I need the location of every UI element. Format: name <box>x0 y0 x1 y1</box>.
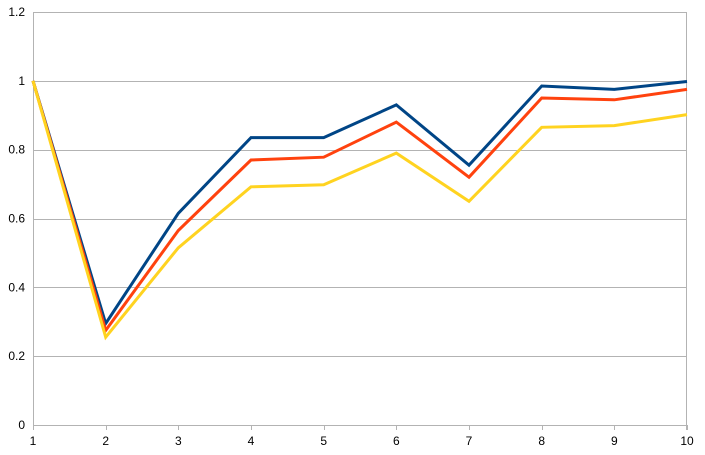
x-tick-label: 2 <box>102 434 109 448</box>
y-tick-label: 0.6 <box>8 212 25 226</box>
y-tick-label: 1 <box>18 74 25 88</box>
x-tick-label: 5 <box>320 434 327 448</box>
y-tick-label: 0.4 <box>8 280 25 294</box>
x-tick-label: 4 <box>248 434 255 448</box>
x-tick-label: 3 <box>175 434 182 448</box>
series-lines <box>31 80 688 341</box>
grid <box>33 12 687 426</box>
y-tick-label: 1.2 <box>8 5 25 19</box>
series-line-3 <box>31 80 688 341</box>
y-axis-tick-labels: 0 0.2 0.4 0.6 0.8 1 1.2 <box>8 5 25 432</box>
y-tick-label: 0 <box>18 418 25 432</box>
y-tick-label: 0.8 <box>8 143 25 157</box>
series-line-2 <box>31 80 688 334</box>
x-tick-label: 10 <box>680 434 694 448</box>
x-axis-tick-labels: 1 2 3 4 5 6 7 8 9 10 <box>30 434 694 448</box>
series-line-1 <box>31 80 688 328</box>
y-tick-label: 0.2 <box>8 349 25 363</box>
x-tick-label: 7 <box>466 434 473 448</box>
x-tick-label: 1 <box>30 434 37 448</box>
x-tick-label: 6 <box>393 434 400 448</box>
x-tick-label: 9 <box>611 434 618 448</box>
axes <box>33 12 688 430</box>
x-tick-label: 8 <box>538 434 545 448</box>
